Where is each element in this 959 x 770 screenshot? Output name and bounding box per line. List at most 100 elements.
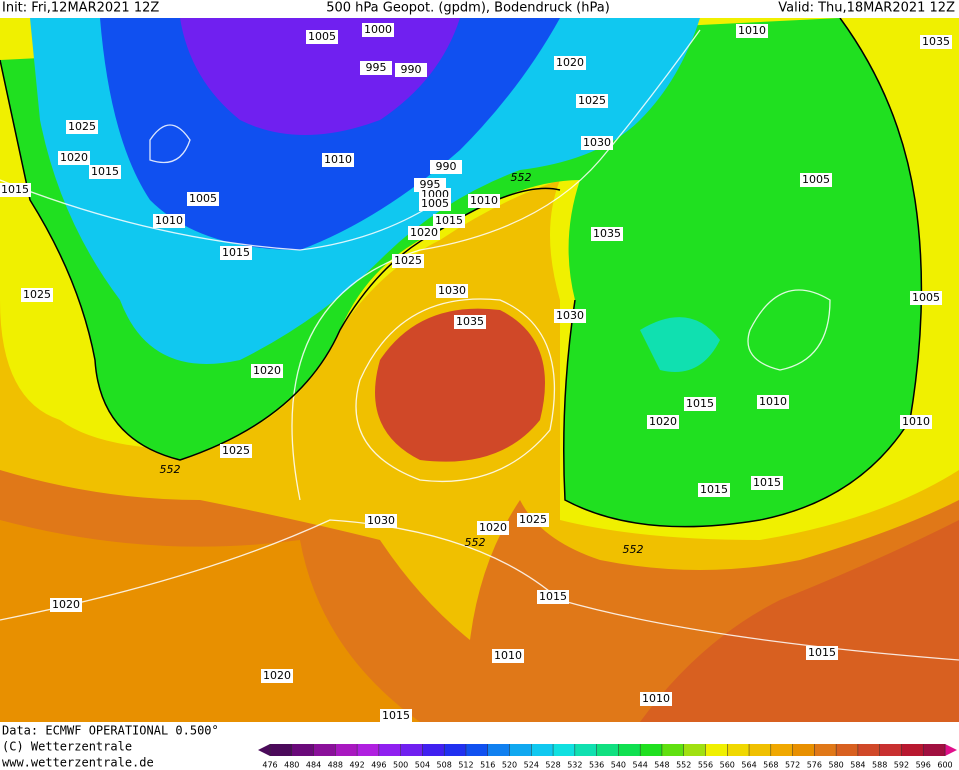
label-bg <box>408 226 440 240</box>
colorbar-label: 488 <box>328 761 343 770</box>
colorbar-label: 492 <box>349 761 364 770</box>
contour-label: 552 <box>465 536 486 549</box>
label-bg <box>433 214 465 228</box>
colorbar-label: 508 <box>437 761 452 770</box>
colorbar-label: 516 <box>480 761 495 770</box>
isobar-label: 990 <box>436 160 457 173</box>
isobar-label: 1025 <box>578 94 606 107</box>
isobar-label: 1010 <box>494 649 522 662</box>
colorbar-swatch <box>857 744 881 756</box>
isobar-label: 1010 <box>738 24 766 37</box>
colorbar-label: 568 <box>763 761 778 770</box>
label-bg <box>430 160 462 174</box>
valid-time: Valid: Thu,18MAR2021 12Z <box>778 1 955 16</box>
colorbar-swatch <box>836 744 859 756</box>
colorbar-swatch <box>291 744 315 756</box>
colorbar-label: 596 <box>916 761 931 770</box>
label-bg <box>395 63 427 77</box>
label-bg <box>220 246 252 260</box>
colorbar-label: 560 <box>720 761 735 770</box>
colorbar-swatch <box>923 744 946 756</box>
colorbar-label: 600 <box>937 761 952 770</box>
label-bg <box>187 192 219 206</box>
isobar-label: 1015 <box>686 397 714 410</box>
isobar <box>149 124 191 164</box>
label-bg <box>261 669 293 683</box>
isobar-label: 1015 <box>382 709 410 722</box>
contour-label: 552 <box>623 543 644 556</box>
label-bg <box>436 284 468 298</box>
colorbar-label: 520 <box>502 761 517 770</box>
isobar-label: 1025 <box>222 444 250 457</box>
band <box>0 520 420 722</box>
colorbar-swatch <box>727 744 750 756</box>
colorbar-swatch <box>313 744 336 756</box>
label-bg <box>50 598 82 612</box>
isobar-label: 1010 <box>902 415 930 428</box>
label-bg <box>468 194 500 208</box>
colorbar-swatch <box>487 744 511 756</box>
colorbar-label: 500 <box>393 761 408 770</box>
label-bg <box>477 521 509 535</box>
isobar <box>291 29 701 501</box>
colorbar-swatch <box>422 744 445 756</box>
purple-region <box>180 18 460 135</box>
isobar-label: 1020 <box>253 364 281 377</box>
isobar-label: 1015 <box>700 483 728 496</box>
warm-region <box>560 520 959 722</box>
colorbar-left-arrow <box>258 744 270 756</box>
label-bg <box>640 692 672 706</box>
isobar-label: 1015 <box>91 165 119 178</box>
label-bg <box>910 291 942 305</box>
contour-label: 552 <box>511 171 532 184</box>
isobar-label: 1025 <box>394 254 422 267</box>
footer-copyright: (C) Wetterzentrale <box>2 740 132 754</box>
label-bg <box>576 94 608 108</box>
isobar-label: 1020 <box>60 151 88 164</box>
colorbar-label: 588 <box>872 761 887 770</box>
label-bg <box>322 153 354 167</box>
isobar-label: 1005 <box>308 30 336 43</box>
colorbar-label: 592 <box>894 761 909 770</box>
colorbar-right-arrow <box>945 744 957 756</box>
colorbar: 476 480 484 488 492 496 500 504 508 512 516 520 524 5… <box>258 744 957 770</box>
label-bg <box>392 254 424 268</box>
label-bg <box>0 183 31 197</box>
colorbar-swatch <box>814 744 837 756</box>
label-bg <box>360 61 392 75</box>
isobar-label: 1020 <box>479 521 507 534</box>
colorbar-label: 552 <box>676 761 691 770</box>
colorbar-swatch <box>509 744 532 756</box>
colorbar-label: 580 <box>828 761 843 770</box>
map <box>0 17 959 722</box>
colorbar-label: 572 <box>785 761 800 770</box>
colorbar-swatch <box>465 744 489 756</box>
label-bg <box>362 23 394 37</box>
label-bg <box>419 197 451 211</box>
isobar-label: 1020 <box>52 598 80 611</box>
isobar-label: 1025 <box>23 288 51 301</box>
colorbar-swatch <box>683 744 706 756</box>
footer-url: www.wetterzentrale.de <box>2 756 154 770</box>
isobar-label: 1020 <box>410 226 438 239</box>
label-bg <box>647 415 679 429</box>
isobar-label: 1015 <box>539 590 567 603</box>
colorbar-swatch <box>444 744 467 756</box>
label-bg <box>684 397 716 411</box>
isobar-label: 1015 <box>808 646 836 659</box>
colorbar-label: 484 <box>306 761 321 770</box>
colorbar-swatch <box>596 744 619 756</box>
isobar-label: 1005 <box>802 173 830 186</box>
isobar-label: 1030 <box>556 309 584 322</box>
contour-552 <box>0 59 561 461</box>
colorbar-swatch <box>400 744 423 756</box>
isobar <box>0 519 959 661</box>
isobar-label: 1030 <box>583 136 611 149</box>
isobar-label: 1005 <box>421 197 449 210</box>
colorbar-label: 584 <box>850 761 865 770</box>
colorbar-swatch <box>270 744 293 756</box>
init-time: Init: Fri,12MAR2021 12Z <box>2 1 159 16</box>
isobar-label: 1025 <box>68 120 96 133</box>
isobar-label: 1010 <box>155 214 183 227</box>
